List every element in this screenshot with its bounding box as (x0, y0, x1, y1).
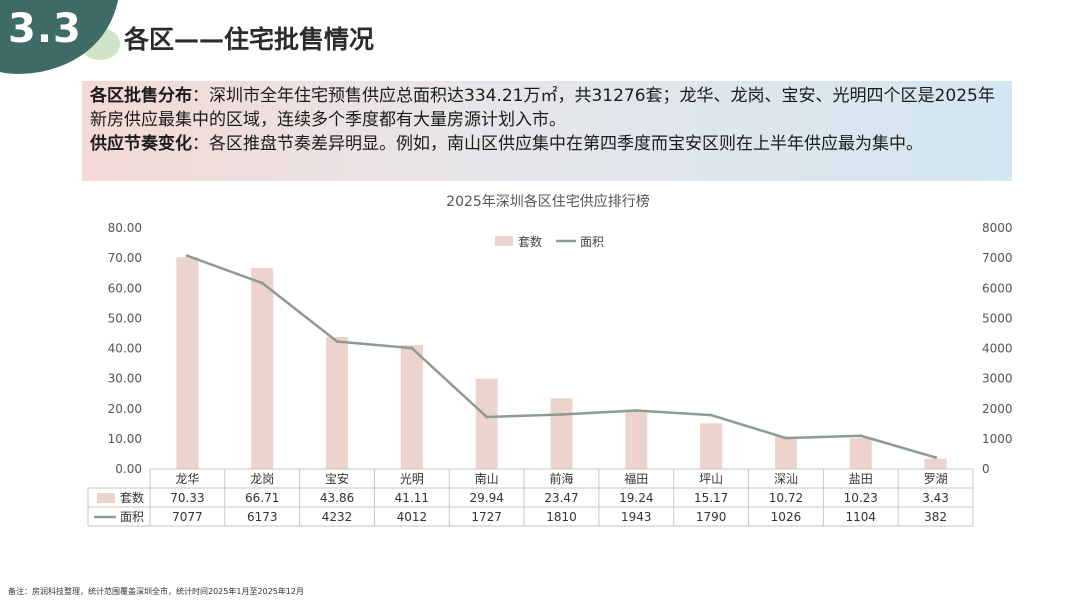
category-label: 福田 (624, 471, 648, 486)
category-label: 龙华 (175, 472, 199, 486)
footnote: 备注：房润科技整理，统计范围覆盖深圳全市，统计时间2025年1月至2025年12… (8, 587, 304, 596)
category-label: 光明 (400, 472, 424, 486)
bar-series (176, 257, 947, 469)
line-data-label: 1727 (471, 510, 502, 524)
line-data-label: 4232 (322, 510, 353, 524)
summary-text-2: ：各区推盘节奏差异明显。例如，南山区供应集中在第四季度而宝安区则在上半年供应最为… (192, 134, 923, 154)
bar-data-label: 3.43 (922, 491, 949, 505)
corner-dark-shape (0, 0, 118, 74)
chart-title: 2025年深圳各区住宅供应排行榜 (446, 193, 650, 210)
section-number: 3.3 (8, 6, 82, 52)
category-label: 宝安 (325, 471, 349, 486)
bar (924, 458, 947, 469)
line-data-label: 1943 (621, 510, 652, 524)
bar-data-label: 43.86 (320, 491, 354, 505)
right-axis-tick-label: 5000 (982, 311, 1013, 325)
bar (326, 336, 349, 469)
line-point (560, 412, 563, 416)
category-label: 罗湖 (924, 471, 948, 486)
right-axis-tick-label: 7000 (982, 251, 1013, 265)
right-axis-tick-label: 0 (982, 462, 990, 476)
chart-legend: 套数 面积 (495, 234, 604, 249)
legend-bar-label: 套数 (518, 234, 542, 249)
bar-data-label: 15.17 (694, 491, 728, 505)
bar (550, 398, 573, 469)
bar-data-label: 23.47 (544, 491, 578, 505)
line-data-label: 1104 (845, 510, 876, 524)
bar (700, 423, 723, 469)
bar (774, 436, 797, 469)
bar-data-label: 41.11 (395, 491, 429, 505)
summary-box: 各区批售分布：深圳市全年住宅预售供应总面积达334.21万㎡，共31276套；龙… (82, 81, 1012, 181)
line-data-label: 4012 (397, 510, 428, 524)
line-point (485, 415, 489, 419)
supply-ranking-chart: 2025年深圳各区住宅供应排行榜 套数 面积 0.00 10.00 20.00 30.… (87, 193, 1013, 527)
bar-data-label: 19.24 (619, 491, 653, 505)
legend-bar-swatch (495, 236, 513, 246)
right-axis-ticks: 0 1000 2000 3000 4000 5000 6000 7000 8000 (982, 221, 1013, 476)
left-axis-tick-label: 50.00 (108, 311, 142, 325)
category-label: 盐田 (849, 472, 873, 486)
bar (849, 438, 872, 469)
corner-decoration (0, 0, 120, 74)
category-label: 坪山 (699, 472, 723, 486)
left-axis-tick-label: 80.00 (108, 221, 142, 235)
right-axis-tick-label: 4000 (982, 342, 1013, 356)
bar (251, 268, 274, 469)
line-data-label: 7077 (172, 510, 203, 524)
left-axis-tick-label: 0.00 (115, 462, 142, 476)
bar-data-label: 10.72 (769, 491, 803, 505)
summary-paragraph-1: 各区批售分布：深圳市全年住宅预售供应总面积达334.21万㎡，共31276套；龙… (90, 84, 1004, 132)
line-point (335, 340, 339, 344)
right-axis-tick-label: 1000 (982, 432, 1013, 446)
page-title: 各区——住宅批售情况 (124, 25, 375, 54)
category-label: 前海 (549, 471, 573, 486)
left-axis-tick-label: 20.00 (108, 402, 142, 416)
line-point (859, 434, 863, 438)
summary-label-2: 供应节奏变化 (90, 134, 192, 154)
line-point (709, 413, 713, 417)
left-axis-tick-label: 60.00 (108, 281, 142, 295)
summary-label-1: 各区批售分布 (90, 86, 192, 106)
line-point (634, 408, 638, 412)
bar-data-label: 70.33 (170, 491, 204, 505)
legend-line-label: 面积 (580, 235, 604, 249)
summary-text-1: ：深圳市全年住宅预售供应总面积达334.21万㎡，共31276套；龙华、龙岗、宝… (90, 86, 995, 130)
left-axis-ticks: 0.00 10.00 20.00 30.00 40.00 50.00 60.00 70.00 8… (108, 221, 142, 476)
bar (400, 345, 423, 469)
right-axis-tick-label: 3000 (982, 372, 1013, 386)
line-data-label: 382 (924, 510, 947, 524)
left-axis-tick-label: 70.00 (108, 251, 142, 265)
left-axis-tick-label: 10.00 (108, 432, 142, 446)
category-label: 深汕 (774, 472, 798, 486)
category-label: 南山 (475, 471, 499, 486)
line-data-label: 6173 (247, 510, 278, 524)
table-row-label: 面积 (120, 510, 144, 524)
line-point (260, 281, 264, 285)
bar (625, 411, 648, 469)
bar-data-label: 29.94 (470, 491, 504, 505)
bar-data-label: 10.23 (844, 491, 878, 505)
line-data-label: 1810 (546, 510, 577, 524)
right-axis-tick-label: 2000 (982, 402, 1013, 416)
line-point (934, 455, 938, 459)
line-point (784, 436, 788, 440)
table-row-label: 套数 (120, 490, 144, 505)
line-data-label: 1026 (771, 510, 802, 524)
line-point (185, 254, 189, 258)
summary-paragraph-2: 供应节奏变化：各区推盘节奏差异明显。例如，南山区供应集中在第四季度而宝安区则在上… (90, 132, 1004, 156)
line-data-label: 1790 (696, 510, 727, 524)
category-label: 龙岗 (250, 472, 274, 486)
right-axis-tick-label: 8000 (982, 221, 1013, 235)
line-point (410, 346, 414, 350)
right-axis-tick-label: 6000 (982, 281, 1013, 295)
bar (176, 257, 199, 469)
left-axis-tick-label: 30.00 (108, 372, 142, 386)
left-axis-tick-label: 40.00 (108, 342, 142, 356)
bar-data-label: 66.71 (245, 491, 279, 505)
bar (475, 378, 498, 469)
line-series (185, 254, 938, 459)
table-bar-swatch (97, 493, 115, 503)
